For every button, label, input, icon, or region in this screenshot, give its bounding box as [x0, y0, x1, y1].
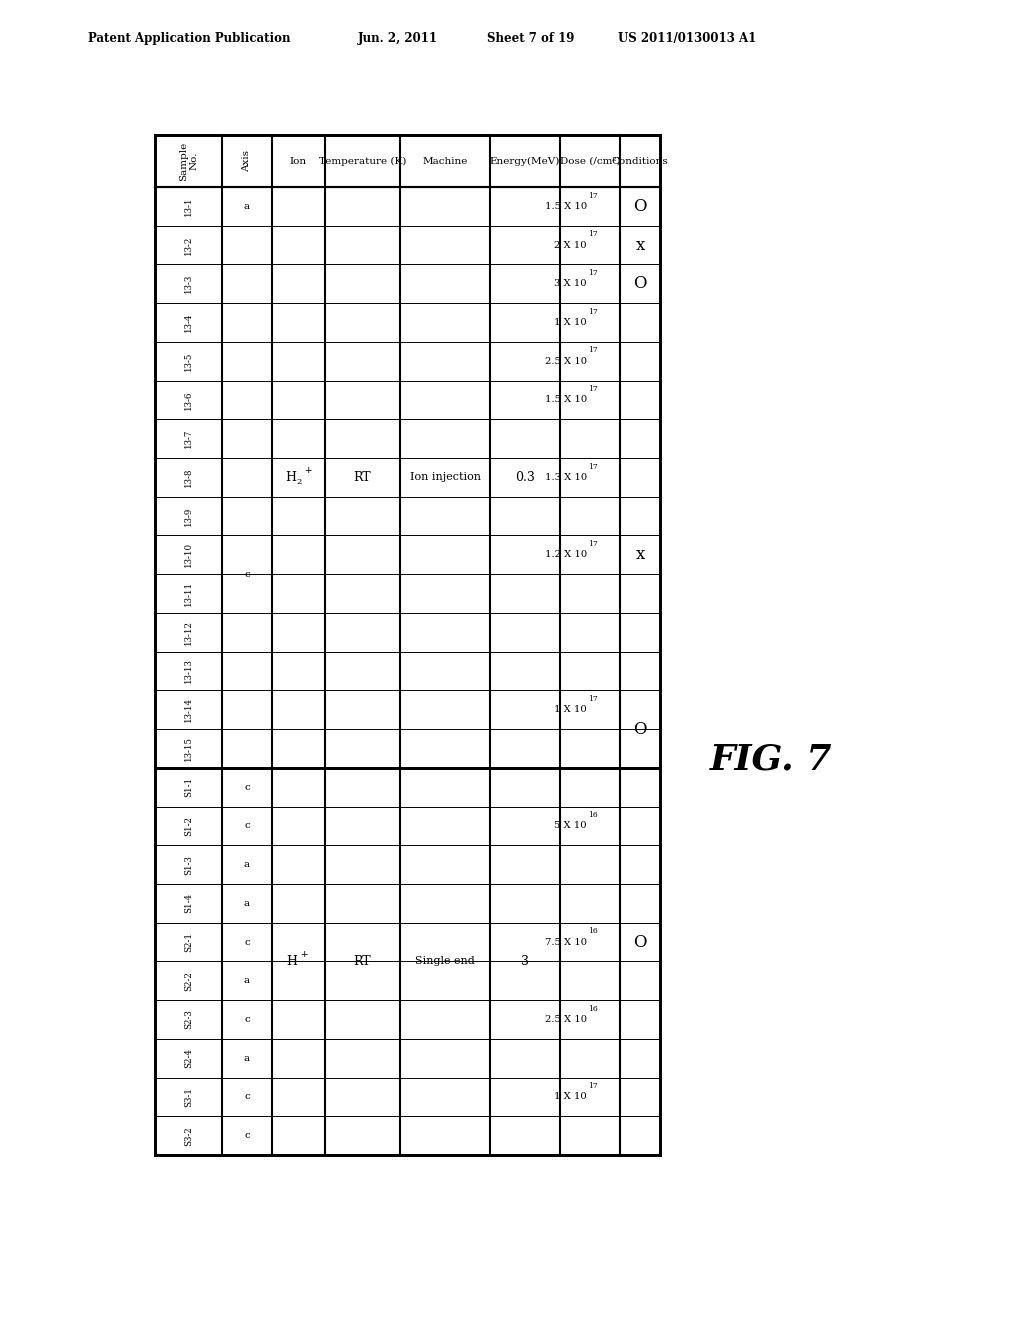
Text: 13-1: 13-1: [184, 197, 193, 216]
Text: 3 X 10: 3 X 10: [554, 280, 587, 288]
Text: 17: 17: [588, 694, 598, 702]
Text: Dose (/cm²): Dose (/cm²): [560, 157, 621, 165]
Text: S1-2: S1-2: [184, 816, 193, 836]
Text: 13-14: 13-14: [184, 697, 193, 722]
Text: 13-15: 13-15: [184, 737, 193, 760]
Text: 17: 17: [588, 346, 598, 354]
Text: c: c: [244, 1131, 250, 1140]
Text: 13-12: 13-12: [184, 620, 193, 644]
Text: 17: 17: [588, 540, 598, 548]
Text: Conditions: Conditions: [611, 157, 669, 165]
Text: S1-4: S1-4: [184, 894, 193, 913]
Text: 13-13: 13-13: [184, 659, 193, 684]
Text: 7.5 X 10: 7.5 X 10: [545, 937, 587, 946]
Text: S1-3: S1-3: [184, 854, 193, 875]
Text: O: O: [633, 276, 647, 292]
Text: 13-10: 13-10: [184, 543, 193, 568]
Text: Jun. 2, 2011: Jun. 2, 2011: [358, 32, 438, 45]
Text: RT: RT: [353, 471, 372, 484]
Text: 1.2 X 10: 1.2 X 10: [545, 550, 587, 560]
Text: O: O: [633, 933, 647, 950]
Text: 13-4: 13-4: [184, 313, 193, 333]
Text: 5 X 10: 5 X 10: [554, 821, 587, 830]
Text: Ion injection: Ion injection: [410, 473, 480, 482]
Text: c: c: [244, 1015, 250, 1024]
Text: US 2011/0130013 A1: US 2011/0130013 A1: [618, 32, 757, 45]
Text: H: H: [287, 954, 298, 968]
Text: 17: 17: [588, 230, 598, 238]
Text: Machine: Machine: [422, 157, 468, 165]
Text: 1.3 X 10: 1.3 X 10: [545, 473, 587, 482]
Text: 17: 17: [588, 385, 598, 393]
Text: H: H: [286, 471, 297, 484]
Text: a: a: [244, 861, 250, 869]
Text: Single end: Single end: [415, 957, 475, 966]
Text: +: +: [300, 950, 308, 958]
Text: O: O: [633, 721, 647, 738]
Text: 13-9: 13-9: [184, 507, 193, 525]
Text: S3-1: S3-1: [184, 1086, 193, 1107]
Text: 1.5 X 10: 1.5 X 10: [545, 396, 587, 404]
Text: 13-3: 13-3: [184, 275, 193, 293]
Text: 16: 16: [588, 927, 598, 935]
Text: 1.5 X 10: 1.5 X 10: [545, 202, 587, 211]
Text: 16: 16: [588, 810, 598, 818]
Text: 13-8: 13-8: [184, 467, 193, 487]
Text: S2-4: S2-4: [184, 1048, 193, 1068]
Text: RT: RT: [353, 954, 372, 968]
Text: Patent Application Publication: Patent Application Publication: [88, 32, 291, 45]
Text: 2.5 X 10: 2.5 X 10: [545, 356, 587, 366]
Text: 1 X 10: 1 X 10: [554, 705, 587, 714]
Text: 17: 17: [588, 269, 598, 277]
Text: S2-3: S2-3: [184, 1010, 193, 1030]
Text: a: a: [244, 1053, 250, 1063]
Text: 13-11: 13-11: [184, 581, 193, 606]
Text: a: a: [244, 977, 250, 985]
Text: 16: 16: [588, 1005, 598, 1012]
Text: c: c: [244, 783, 250, 792]
Text: a: a: [244, 899, 250, 908]
Text: c: c: [244, 570, 250, 578]
Text: FIG. 7: FIG. 7: [710, 743, 833, 777]
Text: Energy(MeV): Energy(MeV): [489, 157, 560, 165]
Text: S2-1: S2-1: [184, 932, 193, 952]
Text: 13-7: 13-7: [184, 429, 193, 449]
Text: 13-5: 13-5: [184, 351, 193, 371]
Text: S1-1: S1-1: [184, 777, 193, 797]
Text: 2 X 10: 2 X 10: [554, 240, 587, 249]
Text: 1 X 10: 1 X 10: [554, 1093, 587, 1101]
Text: 13-2: 13-2: [184, 235, 193, 255]
Text: a: a: [244, 202, 250, 211]
Text: 17: 17: [588, 462, 598, 470]
Text: 17: 17: [588, 308, 598, 315]
Text: x: x: [635, 546, 645, 564]
Text: 17: 17: [588, 1082, 598, 1090]
Text: Ion: Ion: [290, 157, 307, 165]
Text: O: O: [633, 198, 647, 215]
Text: 17: 17: [588, 191, 598, 199]
Text: Axis: Axis: [243, 150, 252, 172]
Text: S3-2: S3-2: [184, 1126, 193, 1146]
Text: c: c: [244, 821, 250, 830]
Text: c: c: [244, 1093, 250, 1101]
Text: Sheet 7 of 19: Sheet 7 of 19: [487, 32, 574, 45]
Text: 2: 2: [297, 478, 302, 486]
Text: S2-2: S2-2: [184, 970, 193, 991]
Text: 0.3: 0.3: [515, 471, 535, 484]
Text: 13-6: 13-6: [184, 391, 193, 409]
Text: x: x: [635, 236, 645, 253]
Text: 1 X 10: 1 X 10: [554, 318, 587, 327]
Text: 3: 3: [521, 954, 529, 968]
Text: Temperature (K): Temperature (K): [318, 157, 407, 165]
Text: Sample
No.: Sample No.: [179, 141, 199, 181]
Text: +: +: [304, 466, 312, 475]
Text: c: c: [244, 937, 250, 946]
Text: 2.5 X 10: 2.5 X 10: [545, 1015, 587, 1024]
